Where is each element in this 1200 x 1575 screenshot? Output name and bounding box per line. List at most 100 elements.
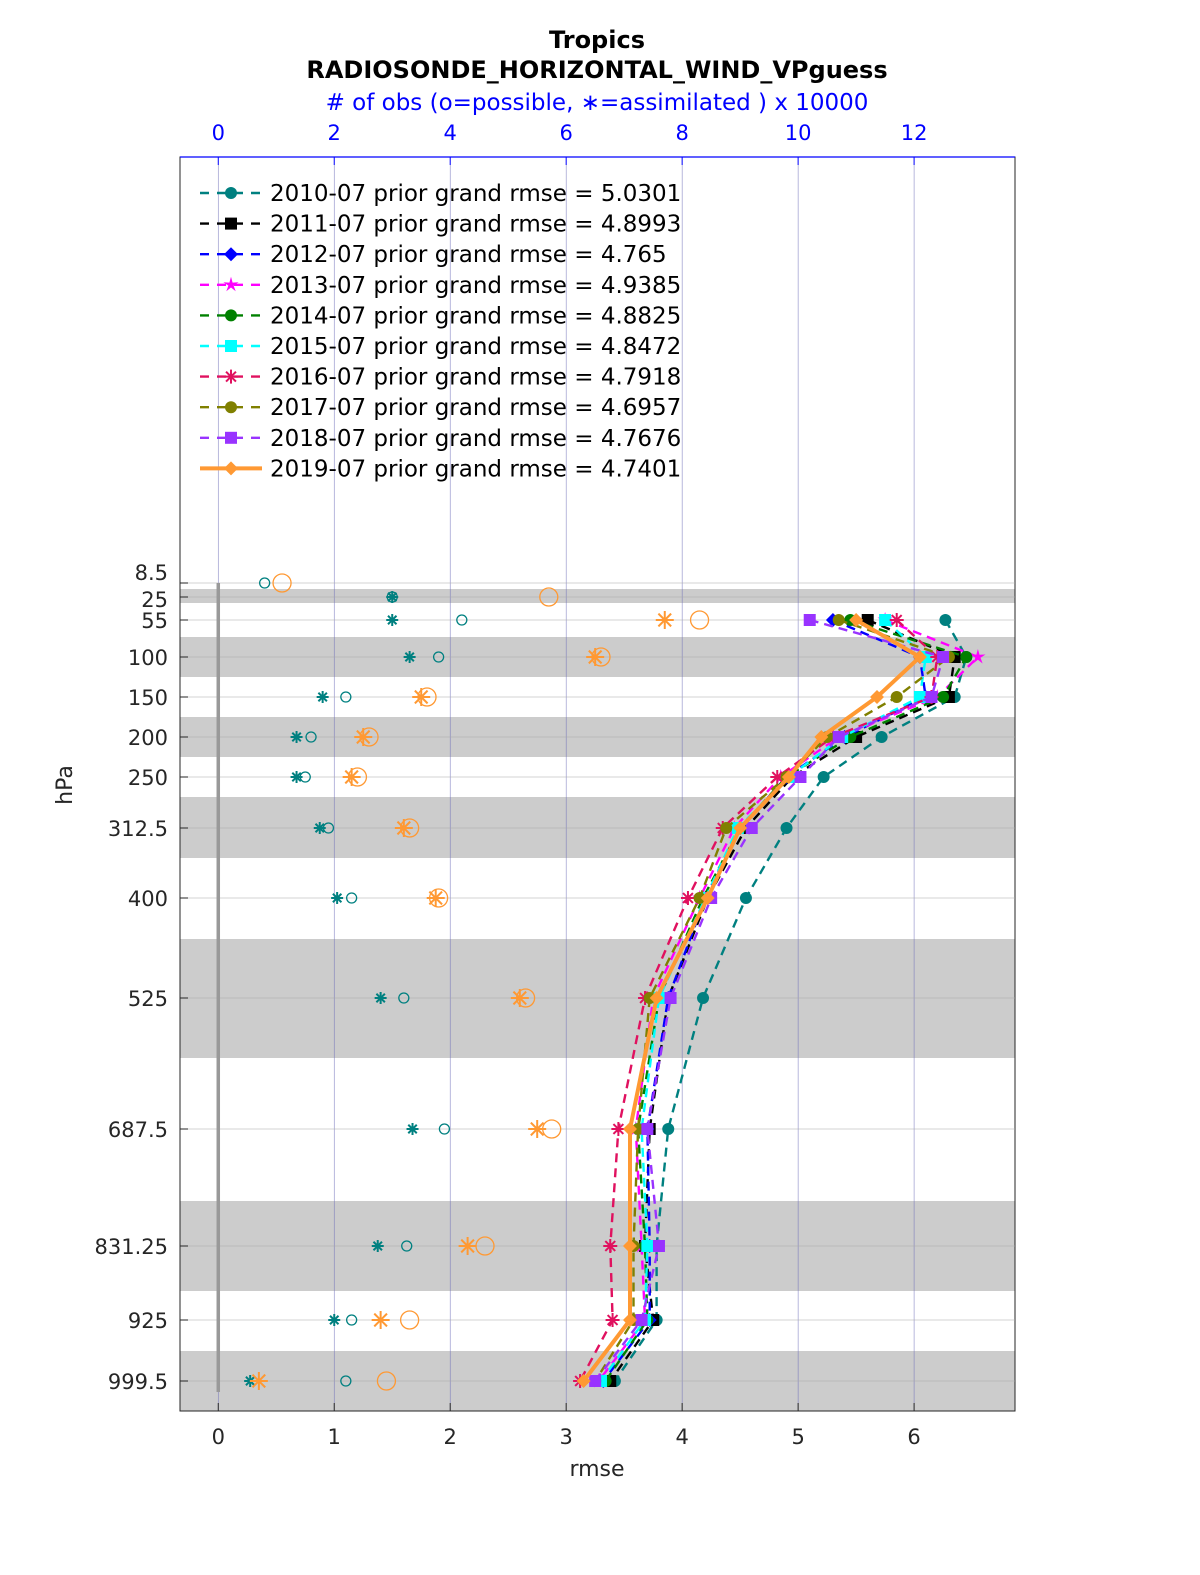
obs-assimilated-2010-12: [328, 1314, 341, 1326]
obs-possible-2010-0: [259, 577, 271, 589]
series-9-point-7: [649, 991, 664, 1005]
obs-assimilated-2019-12: [371, 1311, 390, 1329]
obs-assimilated-2010-9: [374, 992, 387, 1004]
y-tick-label-6: 250: [128, 766, 168, 790]
legend-label-8: 2018-07 prior grand rmse = 4.7676: [270, 426, 681, 452]
series-line-2: [602, 618, 927, 1382]
legend-label-4: 2014-07 prior grand rmse = 4.8825: [270, 303, 681, 329]
top-tick-label-0: 0: [212, 121, 225, 145]
obs-possible-2010-13: [340, 1375, 352, 1387]
x-axis-label: rmse: [569, 1457, 624, 1482]
series-0-point-0: [939, 614, 952, 626]
obs-assimilated-2010-6: [290, 771, 303, 783]
series-8-point-0: [803, 614, 816, 626]
series-7-point-2: [890, 691, 903, 703]
series-8-point-3: [832, 731, 845, 743]
obs-assimilated-2019-6: [342, 768, 361, 786]
obs-assimilated-2019-11: [458, 1237, 477, 1255]
series-0-point-3: [875, 731, 888, 743]
obs-possible-2019-2: [689, 610, 710, 630]
series-0-point-4: [817, 771, 830, 783]
series-8-point-8: [641, 1123, 654, 1135]
series-line-9: [582, 618, 922, 1383]
obs-assimilated-2019-10: [528, 1120, 547, 1138]
series-6-point-9: [603, 1239, 618, 1253]
obs-possible-2010-10: [438, 1123, 451, 1135]
series-9-point-6: [700, 891, 715, 905]
obs-possible-2019-1: [539, 587, 559, 607]
obs-possible-2019-12: [399, 1310, 420, 1330]
obs-assimilated-2010-10: [406, 1123, 419, 1135]
obs-assimilated-2019-7: [394, 819, 413, 837]
series-0-point-5: [780, 822, 793, 834]
y-tick-label-8: 400: [128, 887, 168, 911]
series-line-5: [600, 619, 927, 1382]
y-tick-label-4: 150: [128, 686, 168, 710]
obs-possible-2010-11: [401, 1240, 413, 1252]
chart-subtitle: RADIOSONDE_HORIZONTAL_WIND_VPguess: [306, 56, 887, 84]
legend-marker-0: [225, 187, 237, 199]
y-tick-label-5: 200: [128, 726, 168, 750]
series-9-point-8: [622, 1122, 637, 1136]
top-tick-label-6: 12: [901, 121, 928, 145]
legend-label-3: 2013-07 prior grand rmse = 4.9385: [270, 273, 681, 299]
series-8-point-10: [635, 1314, 648, 1326]
series-7-point-5: [720, 822, 733, 834]
legend-label-6: 2016-07 prior grand rmse = 4.7918: [270, 365, 681, 391]
series-3-point-1: [970, 649, 986, 664]
y-tick-label-10: 687.5: [108, 1118, 168, 1142]
top-axis-label: # of obs (o=possible, ∗=assimilated ) x …: [326, 90, 869, 116]
x-tick-label-2: 2: [444, 1425, 457, 1449]
top-tick-label-2: 4: [444, 121, 457, 145]
obs-assimilated-2019-5: [354, 728, 373, 746]
series-5-point-2: [913, 691, 926, 703]
legend-marker-8: [225, 431, 237, 444]
obs-possible-2010-2: [456, 614, 468, 626]
obs-assimilated-2019-9: [510, 989, 529, 1007]
legend-label-0: 2010-07 prior grand rmse = 5.0301: [270, 181, 681, 207]
legend-marker-2: [224, 247, 238, 262]
shade-band-3: [180, 797, 1015, 858]
y-axis-label: hPa: [53, 765, 78, 805]
obs-possible-2010-9: [398, 992, 410, 1004]
series-9-point-5: [733, 821, 748, 835]
series-9-point-0: [849, 613, 864, 627]
y-tick-label-7: 312.5: [108, 817, 168, 841]
series-8-point-11: [589, 1375, 602, 1387]
y-tick-label-11: 831.25: [95, 1235, 168, 1259]
top-tick-label-1: 2: [328, 121, 341, 145]
series-4-point-2: [937, 691, 950, 703]
series-0-point-7: [697, 992, 710, 1004]
obs-assimilated-2019-8: [426, 889, 445, 907]
obs-assimilated-2010-2: [386, 614, 399, 626]
obs-assimilated-2010-1: [386, 591, 399, 603]
series-6-point-8: [611, 1122, 626, 1136]
series-9-point-3: [814, 730, 829, 744]
obs-assimilated-2010-11: [371, 1240, 384, 1252]
legend-label-2: 2012-07 prior grand rmse = 4.765: [270, 242, 667, 268]
series-6-point-10: [605, 1313, 620, 1327]
obs-assimilated-2010-5: [290, 731, 303, 743]
legend-marker-3: [223, 276, 239, 292]
legend-marker-1: [225, 217, 237, 230]
series-5-point-9: [641, 1240, 654, 1252]
series-line-7: [594, 618, 951, 1382]
obs-possible-2019-0: [272, 573, 292, 593]
series-7-point-6: [693, 892, 706, 904]
obs-assimilated-2019-4: [412, 688, 431, 706]
series-7-point-0: [832, 614, 845, 626]
series-6-point-0: [889, 613, 904, 627]
legend-marker-6: [224, 369, 238, 384]
y-tick-label-9: 525: [128, 987, 168, 1011]
legend-label-5: 2015-07 prior grand rmse = 4.8472: [270, 334, 681, 360]
series-4-point-1: [960, 651, 973, 663]
top-tick-label-5: 10: [785, 121, 812, 145]
series-8-point-5: [745, 822, 758, 834]
series-8-point-7: [664, 992, 677, 1004]
obs-possible-2010-5: [305, 731, 317, 743]
top-tick-label-4: 8: [675, 121, 688, 145]
y-tick-label-0: 8.5: [135, 561, 168, 585]
y-tick-label-2: 55: [141, 609, 168, 633]
series-6-point-6: [680, 891, 695, 905]
series-9-point-9: [622, 1239, 637, 1253]
